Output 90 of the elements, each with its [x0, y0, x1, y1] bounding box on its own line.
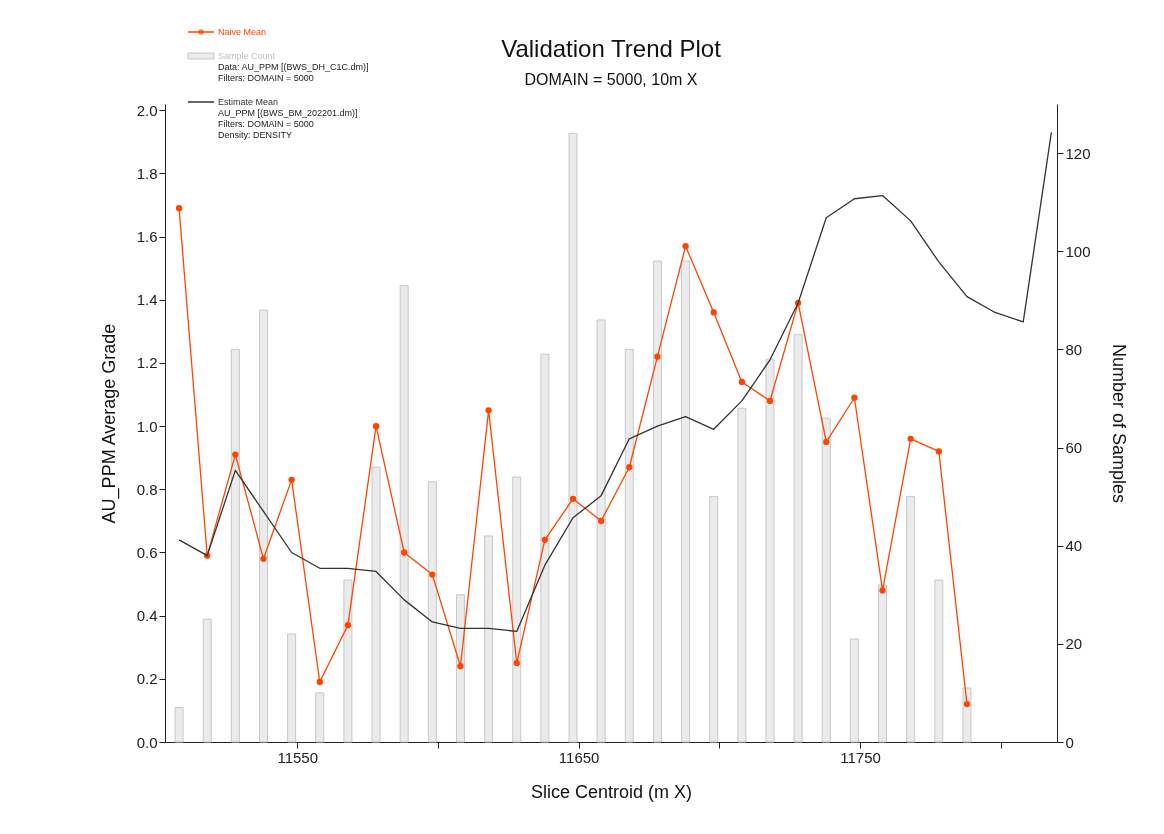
- point: [513, 659, 520, 667]
- point: [654, 353, 661, 360]
- x-tick-label: 11550: [277, 748, 319, 766]
- bar: [737, 407, 747, 743]
- y2-tick-label: 100: [1065, 242, 1091, 260]
- bar: [878, 584, 888, 743]
- bar: [934, 579, 944, 743]
- bar: [568, 132, 578, 743]
- point: [907, 435, 914, 442]
- text: Filters: DOMAIN = 5000: [218, 73, 314, 83]
- bar: [652, 260, 662, 743]
- bar: [596, 319, 606, 743]
- bar: [709, 496, 719, 743]
- y-tick-label: 0.0: [136, 733, 158, 751]
- y-tick-label: 1.8: [136, 164, 158, 182]
- point: [626, 464, 633, 471]
- bar: [765, 358, 775, 743]
- bar: [681, 260, 691, 743]
- bar: [315, 692, 325, 743]
- point: [963, 700, 971, 708]
- point: [372, 423, 380, 430]
- y2-tick-label: 120: [1065, 144, 1091, 162]
- bar: [484, 535, 494, 743]
- point: [316, 678, 323, 686]
- line-series: [178, 131, 1053, 633]
- bar: [343, 579, 353, 743]
- annotation: AU_PPM [(BWS_BM_202201.dm)]: [218, 108, 358, 118]
- point: [823, 438, 830, 446]
- bar: [174, 707, 184, 743]
- point: [175, 205, 183, 212]
- bar: [371, 466, 381, 743]
- bar: [540, 353, 550, 743]
- y2-tick-label: 40: [1065, 537, 1083, 555]
- y2-tick-label: 60: [1065, 439, 1083, 457]
- point: [738, 378, 746, 386]
- bar: [906, 496, 916, 743]
- bar: [849, 638, 859, 743]
- legend-label: Estimate Mean: [218, 97, 279, 107]
- bar: [793, 334, 803, 743]
- legend-label: Naive Mean: [218, 27, 267, 37]
- y-tick-label: 0.8: [136, 480, 158, 498]
- y2-axis-title: Number of Samples: [1108, 343, 1129, 504]
- point: [260, 555, 267, 562]
- point: [232, 451, 239, 458]
- chart-subtitle: DOMAIN = 5000, 10m X: [524, 71, 698, 88]
- x-axis-title: Slice Centroid (m X): [530, 781, 693, 802]
- point: [457, 663, 464, 670]
- point: [935, 448, 942, 455]
- bar: [399, 285, 409, 743]
- point: [597, 517, 605, 525]
- y-tick-label: 1.6: [136, 228, 158, 246]
- point: [288, 476, 295, 484]
- y-tick-label: 2.0: [136, 101, 158, 119]
- chart-title: Validation Trend Plot: [501, 35, 722, 62]
- point: [879, 587, 886, 594]
- bar: [512, 476, 522, 743]
- point: [344, 621, 352, 629]
- annotation: Filters: DOMAIN = 5000: [218, 119, 314, 129]
- point: [569, 495, 577, 502]
- point: [485, 407, 492, 414]
- y-tick-label: 0.6: [136, 544, 158, 561]
- y-axis-title: AU_PPM Average Grade: [98, 323, 120, 524]
- y-tick-label: 1.2: [136, 354, 158, 372]
- point: [710, 309, 717, 316]
- y-tick-label: 0.4: [136, 607, 158, 625]
- x-tick-label: 11650: [558, 748, 600, 766]
- point: [541, 536, 549, 544]
- text: Data: AU_PPM [(BWS_DH_C1C.dm)]: [218, 62, 369, 72]
- y2-tick-label: 80: [1065, 340, 1083, 358]
- point: [682, 242, 689, 250]
- y-tick-label: 0.2: [136, 670, 158, 688]
- point: [851, 394, 858, 401]
- bar: [821, 417, 831, 743]
- y-tick-label: 1.4: [136, 291, 158, 309]
- bar: [258, 309, 268, 743]
- x-tick-label: 11750: [840, 748, 881, 766]
- y-tick-label: 1.0: [136, 417, 158, 435]
- bar: [455, 594, 465, 743]
- point: [429, 571, 436, 578]
- annotation: Density: DENSITY: [218, 130, 293, 140]
- bar: [230, 348, 240, 743]
- bar: [427, 481, 437, 743]
- point: [401, 549, 408, 556]
- point: [766, 397, 774, 405]
- legend-label: Sample Count: [218, 51, 276, 61]
- bar: [624, 348, 634, 743]
- y2-tick-label: 0: [1065, 733, 1074, 751]
- bar: [202, 618, 212, 743]
- bar: [287, 633, 297, 743]
- y2-tick-label: 20: [1065, 635, 1083, 653]
